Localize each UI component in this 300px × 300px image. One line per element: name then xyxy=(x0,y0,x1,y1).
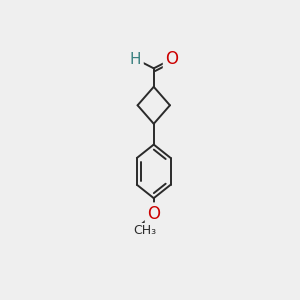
Text: O: O xyxy=(165,50,178,68)
Text: CH₃: CH₃ xyxy=(134,224,157,237)
Text: H: H xyxy=(130,52,142,67)
Text: O: O xyxy=(147,205,160,223)
